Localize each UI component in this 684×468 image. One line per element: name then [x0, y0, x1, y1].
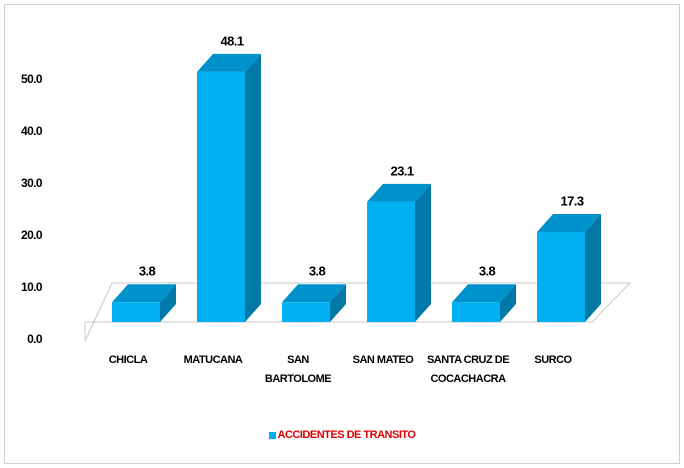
value-label: 3.8: [479, 264, 496, 279]
floor: [84, 282, 632, 342]
bar-side: [160, 284, 176, 322]
legend-label: ACCIDENTES DE TRANSITO: [277, 429, 416, 441]
bar-side: [585, 214, 601, 322]
bar-top: [367, 183, 431, 202]
bar-top: [112, 284, 176, 303]
bar: [367, 201, 415, 322]
bar-top: [197, 53, 261, 72]
y-tick-label: 20.0: [21, 228, 43, 242]
bar: [197, 71, 245, 322]
bar: [112, 302, 160, 322]
bar: [282, 302, 330, 322]
value-label: 48.1: [221, 33, 244, 48]
bar-top: [452, 284, 516, 303]
bar-side: [330, 284, 346, 322]
value-label: 3.8: [309, 264, 326, 279]
x-tick-label: CHICLA: [108, 354, 148, 366]
y-tick-label: 50.0: [21, 72, 43, 86]
legend: ACCIDENTES DE TRANSITO: [0, 429, 684, 441]
value-label: 23.1: [391, 163, 414, 178]
x-tick-label: SAN BARTOLOME: [264, 354, 332, 385]
value-label: 17.3: [561, 193, 584, 208]
x-tick-label: SANTA CRUZ DE COCACHACRA: [426, 354, 510, 385]
bar-side: [500, 284, 516, 322]
bar: [537, 232, 585, 322]
y-tick-label: 10.0: [21, 280, 43, 294]
x-tick-label: MATUCANA: [183, 354, 243, 366]
bar-side: [245, 53, 261, 322]
bar-side: [415, 183, 431, 322]
y-tick-label: 30.0: [21, 176, 43, 190]
value-label: 3.8: [139, 264, 156, 279]
y-tick-label: 0.0: [27, 332, 43, 346]
bar-top: [537, 214, 601, 233]
chart-border: [4, 4, 680, 464]
x-tick-label: SAN MATEO: [352, 354, 414, 366]
x-tick-label: SURCO: [534, 354, 572, 366]
y-tick-label: 40.0: [21, 124, 43, 138]
bar: [452, 302, 500, 322]
legend-swatch: [268, 431, 276, 439]
bar-top: [282, 284, 346, 303]
